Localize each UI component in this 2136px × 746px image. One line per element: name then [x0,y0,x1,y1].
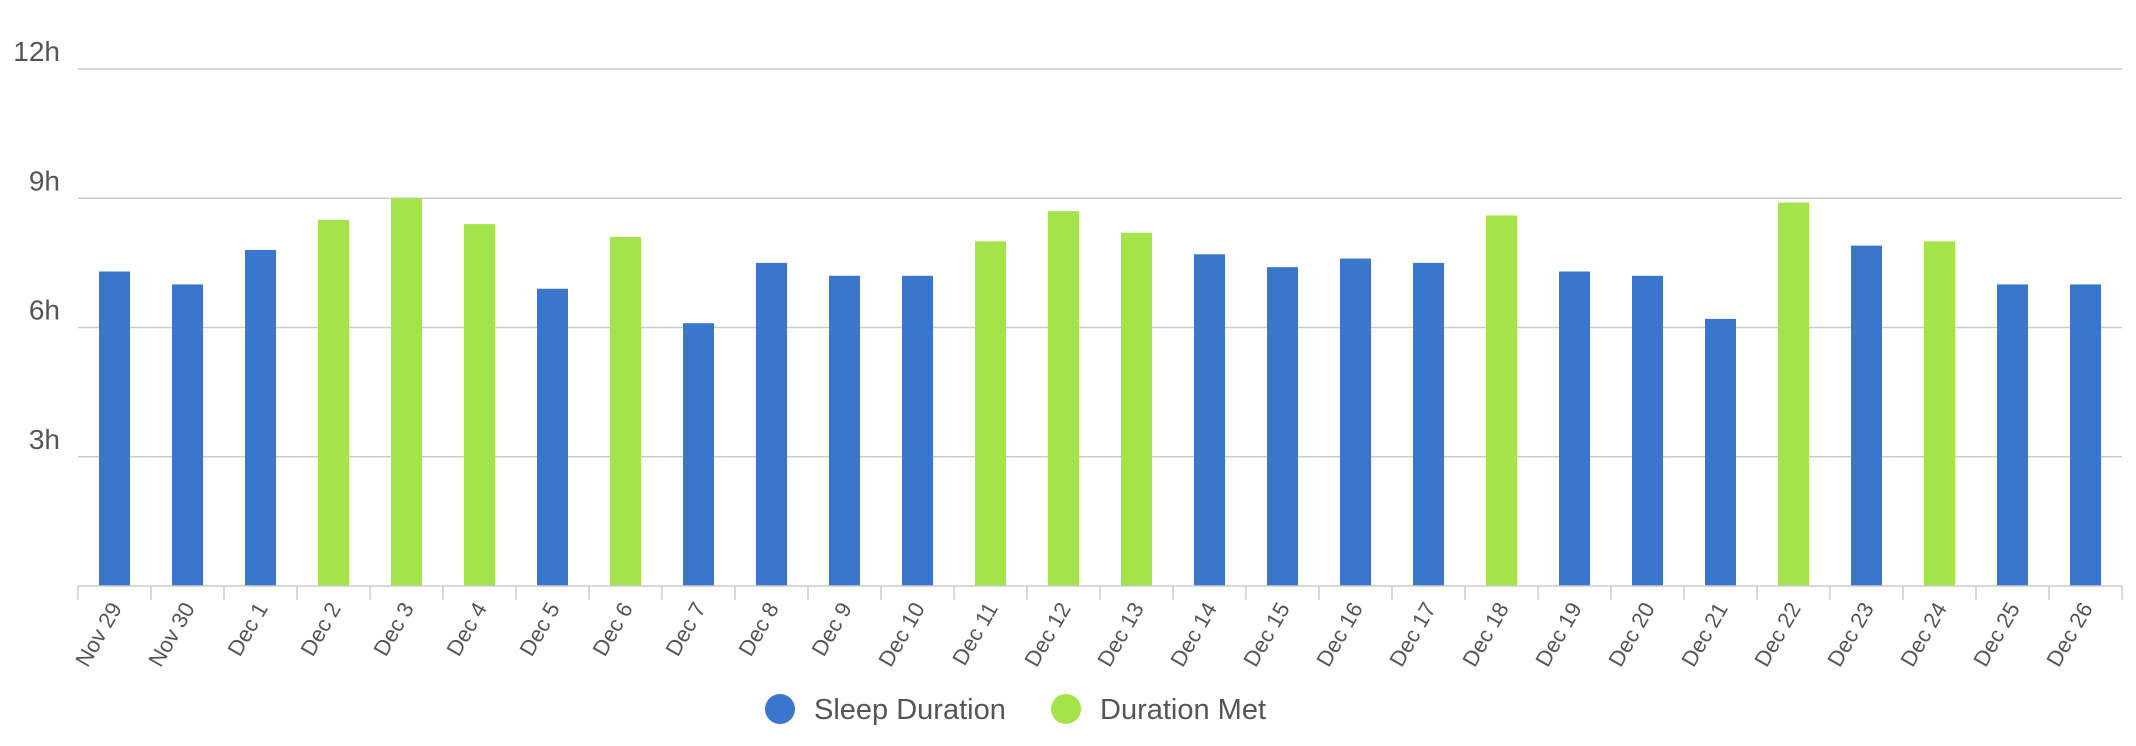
x-tick-label: Dec 24 [1895,598,1952,671]
x-tick-label: Dec 16 [1311,598,1368,671]
bar[interactable] [172,284,203,586]
x-tick-label: Dec 26 [2041,598,2098,671]
legend-item[interactable]: Sleep Duration [765,694,1006,726]
bar[interactable] [1632,275,1663,586]
legend-item[interactable]: Duration Met [1051,694,1266,726]
y-tick-label: 9h [29,165,60,196]
bar[interactable] [1267,267,1298,586]
bar[interactable] [1048,211,1079,587]
x-tick-label: Dec 17 [1384,598,1441,671]
bar[interactable] [1194,254,1225,586]
x-tick-label: Dec 13 [1092,598,1149,671]
y-tick-label: 6h [29,295,60,326]
x-tick-label: Dec 6 [587,598,637,660]
x-tick-label: Dec 22 [1749,598,1806,671]
x-tick-label: Dec 10 [873,598,930,671]
x-tick-label: Dec 19 [1530,598,1587,671]
x-tick-label: Dec 8 [733,598,783,660]
legend: Sleep Duration Duration Met [765,694,1266,726]
x-tick-label: Dec 3 [368,598,418,660]
bar[interactable] [1413,262,1444,586]
x-tick-label: Dec 7 [660,598,710,660]
x-tick-label: Nov 30 [143,598,200,671]
bar[interactable] [1340,258,1371,586]
x-tick-label: Dec 20 [1603,598,1660,671]
x-tick-label: Nov 29 [70,598,127,671]
legend-label: Duration Met [1100,694,1266,726]
bar[interactable] [537,288,568,586]
x-tick-label: Dec 21 [1676,598,1733,671]
x-tick-label: Dec 11 [947,598,1003,669]
x-tick-label: Dec 18 [1457,598,1514,671]
x-tick-label: Dec 14 [1165,598,1222,671]
legend-label: Sleep Duration [814,694,1006,726]
bar[interactable] [318,219,349,586]
x-tick-label: Dec 9 [806,598,856,660]
bar[interactable] [1486,215,1517,586]
bar[interactable] [756,262,787,586]
x-tick-label: Dec 1 [222,598,272,660]
bar[interactable] [99,271,130,586]
bar[interactable] [245,249,276,586]
x-tick-label: Dec 25 [1968,598,2025,671]
x-tick-label: Dec 4 [441,598,491,660]
bar[interactable] [1924,241,1955,587]
bar[interactable] [1559,271,1590,586]
x-tick-label: Dec 23 [1822,598,1879,671]
x-tick-label: Dec 2 [295,598,345,660]
bar[interactable] [1997,284,2028,586]
y-tick-label: 3h [29,424,60,455]
legend-swatch [1051,694,1081,724]
y-axis-ticks: 3h 6h 9h 12h [13,36,60,455]
bars [99,198,2101,587]
bar[interactable] [902,275,933,586]
bar[interactable] [1851,245,1882,586]
bar[interactable] [829,275,860,586]
y-tick-label: 12h [13,36,60,67]
bar[interactable] [391,198,422,586]
bar[interactable] [2070,284,2101,586]
legend-swatch [765,694,795,724]
bar[interactable] [975,241,1006,587]
bar[interactable] [1778,202,1809,586]
bar[interactable] [610,237,641,586]
bar[interactable] [683,323,714,586]
x-axis: Nov 29 Nov 30 Dec 1 Dec 2 Dec 3 Dec 4 Dec 5 Dec… [70,585,2123,671]
bar[interactable] [464,224,495,586]
x-tick-label: Dec 5 [514,598,564,660]
x-tick-label: Dec 12 [1019,598,1076,671]
bar[interactable] [1705,318,1736,586]
bar[interactable] [1121,232,1152,586]
gridlines [78,68,2122,458]
x-tick-label: Dec 15 [1238,598,1295,671]
